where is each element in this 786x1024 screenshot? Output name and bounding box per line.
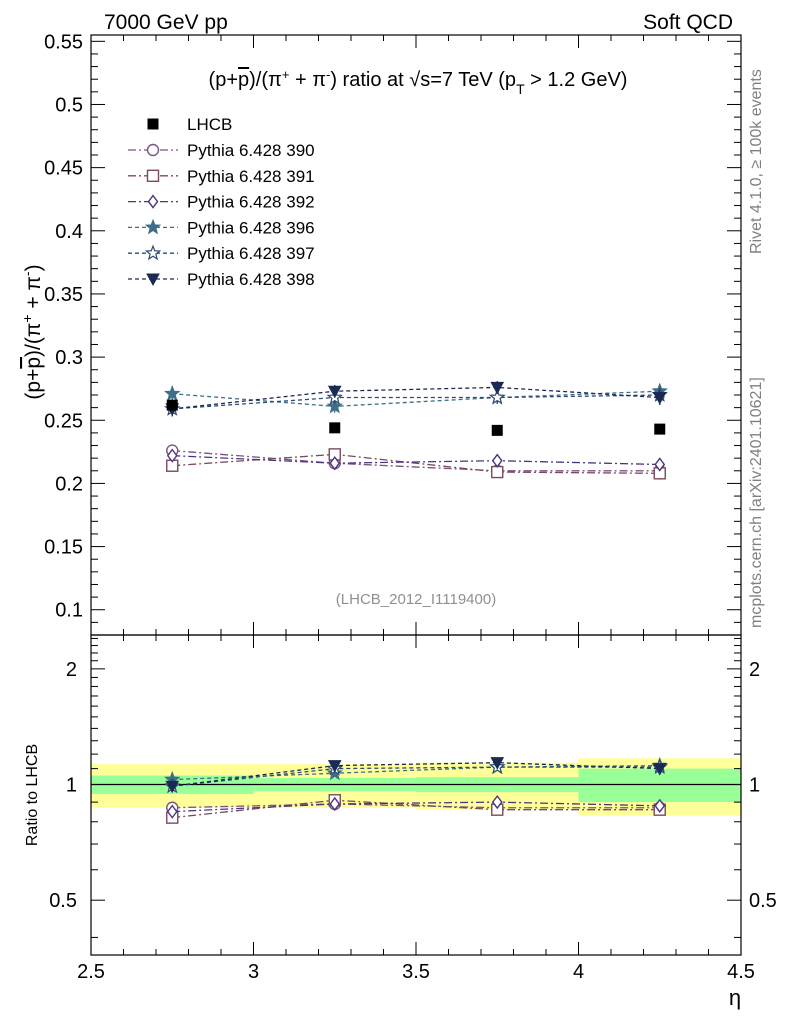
mc-series-line — [172, 453, 660, 474]
y-tick-label: 0.35 — [44, 284, 83, 306]
mc-ratio-line — [172, 803, 660, 809]
mc-point — [164, 385, 181, 401]
mc-point — [146, 169, 160, 183]
mc-point — [327, 760, 342, 773]
reference-label: (LHCB_2012_I1119400) — [336, 591, 496, 608]
mc-series-line — [172, 449, 660, 472]
data-point — [329, 422, 341, 434]
mc-point — [146, 273, 160, 287]
ratio-y-axis-label: Ratio to LHCB — [24, 744, 41, 846]
y-axis-label: (p+p)/(π+ + π-) — [19, 264, 45, 399]
mc-point — [489, 388, 506, 405]
data-point — [654, 423, 666, 435]
mc-point — [144, 218, 162, 235]
mcplots-label: mcplots.cern.ch [arXiv:2401.10621] — [748, 377, 765, 628]
mc-point — [652, 763, 667, 776]
legend-label: Pythia 6.428 398 — [187, 270, 315, 289]
mc-series-line — [172, 390, 660, 408]
y-tick-label: 0.4 — [55, 221, 83, 243]
mc-point — [490, 757, 505, 770]
data-point — [166, 399, 178, 411]
mc-series-line — [172, 454, 660, 466]
legend-label: Pythia 6.428 397 — [187, 244, 315, 263]
y-tick-label: 0.1 — [55, 600, 83, 622]
data-series — [166, 399, 666, 436]
x-tick-label: 2.5 — [77, 961, 105, 983]
y-tick-label: 0.55 — [44, 31, 83, 53]
chart-title: (p+p)/(π+ + π-) ratio at √s=7 TeV (pT > … — [209, 67, 628, 98]
legend-entry-data: LHCB — [147, 115, 232, 134]
y-tick-label: 0.2 — [55, 473, 83, 495]
data-point — [491, 424, 503, 436]
legend-entry: Pythia 6.428 398 — [128, 270, 315, 289]
mc-point — [654, 798, 666, 814]
y-tick-label: 0.45 — [44, 158, 83, 180]
mc-point — [166, 448, 178, 463]
mc-ratio-line — [172, 764, 660, 781]
legend-entry: Pythia 6.428 397 — [128, 244, 315, 263]
header-left: 7000 GeV pp — [104, 11, 228, 34]
mc-series — [166, 448, 666, 819]
y-tick-label: 0.5 — [55, 94, 83, 116]
mc-point — [147, 194, 159, 209]
x-tick-label: 4.5 — [727, 961, 755, 983]
mc-ratio-line — [172, 766, 660, 787]
x-tick-label: 4 — [573, 961, 584, 983]
series-layer — [164, 381, 668, 824]
x-tick-label: 3.5 — [402, 961, 430, 983]
mc-point — [654, 457, 666, 472]
mc-point — [144, 244, 162, 261]
mc-ratio-line — [172, 799, 660, 819]
x-axis-label: η — [729, 985, 741, 1010]
legend-label: Pythia 6.428 391 — [187, 167, 315, 186]
mc-series — [164, 386, 668, 794]
legend-entry: Pythia 6.428 396 — [128, 218, 315, 237]
mc-point — [166, 804, 178, 819]
axes: 2.5 3 3.5 4 4.5 0.1 0.15 0.2 0.25 0.3 0.35 0.4 0.45 0… — [44, 31, 777, 983]
y-tick-label: 0.25 — [44, 410, 83, 432]
title-pbar: p — [238, 69, 249, 91]
mc-series — [165, 381, 667, 794]
ratio-tick-label-left: 0.5 — [49, 890, 77, 912]
ratio-tick-label-right: 1 — [749, 775, 760, 797]
mc-series — [164, 382, 668, 787]
mc-point — [652, 392, 667, 405]
y-tick-label: 0.15 — [44, 537, 83, 559]
ratio-tick-label-right: 2 — [749, 659, 760, 681]
mc-point — [327, 385, 342, 399]
header-right: Soft QCD — [643, 11, 733, 34]
rivet-label: Rivet 4.1.0, ≥ 100k events — [748, 69, 765, 254]
legend: LHCB Pythia 6.428 390 Pythia 6.428 391 Pyth… — [128, 115, 315, 289]
legend-label: Pythia 6.428 392 — [187, 193, 315, 212]
ratio-tick-label-left: 2 — [66, 659, 77, 681]
legend-label: Pythia 6.428 390 — [187, 141, 315, 160]
mc-point — [491, 465, 504, 479]
mc-point — [329, 456, 341, 471]
mc-ratio-line — [172, 762, 660, 787]
legend-label: Pythia 6.428 396 — [187, 218, 315, 237]
mc-point — [165, 780, 180, 794]
ratio-tick-label-left: 1 — [66, 775, 77, 797]
mc-point — [491, 794, 503, 810]
legend-label: LHCB — [187, 115, 232, 134]
mc-point — [146, 143, 160, 157]
data-point — [147, 118, 159, 130]
legend-entry: Pythia 6.428 391 — [128, 167, 315, 186]
mc-point — [490, 381, 505, 395]
mc-series-line — [172, 394, 660, 410]
mc-point — [329, 796, 341, 812]
y-tick-label: 0.3 — [55, 347, 83, 369]
ratio-tick-label-right: 0.5 — [749, 890, 777, 912]
mc-point — [491, 453, 503, 468]
legend-entry: Pythia 6.428 392 — [128, 193, 315, 212]
mc-point — [326, 397, 343, 414]
x-tick-label: 3 — [248, 961, 259, 983]
mc-ratio-line — [172, 801, 660, 813]
mc-series-line — [172, 386, 660, 410]
legend-entry: Pythia 6.428 390 — [128, 141, 315, 160]
